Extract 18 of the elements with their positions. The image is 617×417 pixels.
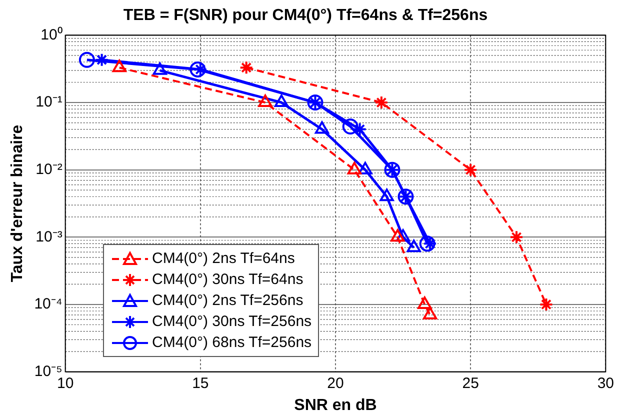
y-tick-label: 10⁰ <box>40 26 62 44</box>
y-tick-label: 10⁻⁴ <box>34 296 62 313</box>
legend-label: CM4(0°) 68ns Tf=256ns <box>152 333 312 353</box>
y-axis-title: Taux d'erreur binaire <box>9 124 26 282</box>
y-tick-label: 10⁻² <box>36 160 62 178</box>
chart-title: TEB = F(SNR) pour CM4(0°) Tf=64ns & Tf=256ns <box>123 7 488 24</box>
x-tick-label: 30 <box>597 374 614 392</box>
legend-label: CM4(0°) 30ns Tf=256ns <box>152 312 312 332</box>
legend-label: CM4(0°) 2ns Tf=64ns <box>152 249 295 269</box>
x-tick-label: 15 <box>192 374 209 392</box>
x-tick-label: 25 <box>462 374 479 392</box>
legend-label: CM4(0°) 30ns Tf=64ns <box>152 270 304 290</box>
y-tick-label: 10⁻¹ <box>36 94 62 111</box>
x-tick-label: 20 <box>327 374 344 392</box>
legend-label: CM4(0°) 2ns Tf=256ns <box>152 291 304 311</box>
x-axis-title: SNR en dB <box>294 396 377 414</box>
y-tick-label: 10⁻³ <box>36 228 62 246</box>
x-tick-label: 10 <box>56 374 74 392</box>
